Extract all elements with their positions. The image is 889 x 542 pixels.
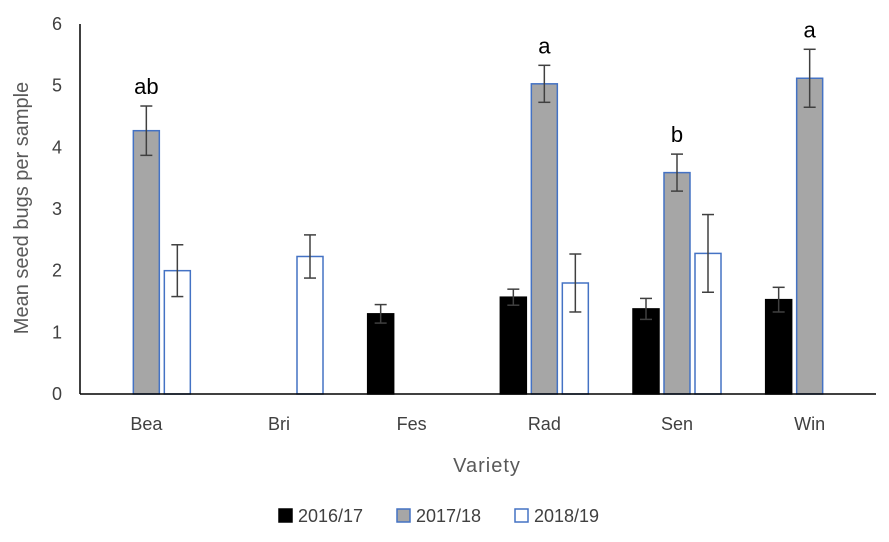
y-tick-label: 3: [52, 199, 62, 219]
legend-swatch: [278, 508, 293, 523]
y-tick-label: 4: [52, 137, 62, 157]
legend-label: 2018/19: [534, 506, 599, 526]
bar: [132, 129, 161, 395]
x-tick-label: Win: [794, 414, 825, 434]
bar: [499, 296, 528, 395]
bar: [694, 252, 722, 395]
y-tick-label: 6: [52, 14, 62, 34]
legend: 2016/17 2017/18 2018/19: [278, 506, 599, 526]
legend-swatch: [396, 508, 411, 523]
error-bars-layer: [140, 48, 816, 324]
bar: [795, 77, 824, 395]
x-axis-title: Variety: [453, 455, 521, 477]
y-tick-label: 1: [52, 322, 62, 342]
legend-swatch: [514, 508, 529, 523]
bar: [530, 83, 559, 395]
y-tick-label: 5: [52, 76, 62, 96]
x-tick-label: Fes: [397, 414, 427, 434]
x-tick-label: Bea: [130, 414, 163, 434]
bar: [632, 308, 660, 395]
significance-label: a: [538, 33, 551, 58]
significance-label: b: [671, 122, 683, 147]
y-tick-label: 2: [52, 261, 62, 281]
legend-label: 2017/18: [416, 506, 481, 526]
significance-label: a: [804, 17, 817, 42]
bars-layer: [132, 77, 824, 395]
x-tick-label: Rad: [528, 414, 561, 434]
x-tick-label: Sen: [661, 414, 693, 434]
bar: [366, 313, 395, 395]
significance-label: ab: [134, 74, 158, 99]
legend-label: 2016/17: [298, 506, 363, 526]
bar: [663, 171, 691, 395]
x-tick-label: Bri: [268, 414, 290, 434]
y-axis-title: Mean seed bugs per sample: [11, 82, 33, 334]
y-tick-label: 0: [52, 384, 62, 404]
bar: [764, 298, 793, 395]
axes-layer: [79, 24, 876, 395]
